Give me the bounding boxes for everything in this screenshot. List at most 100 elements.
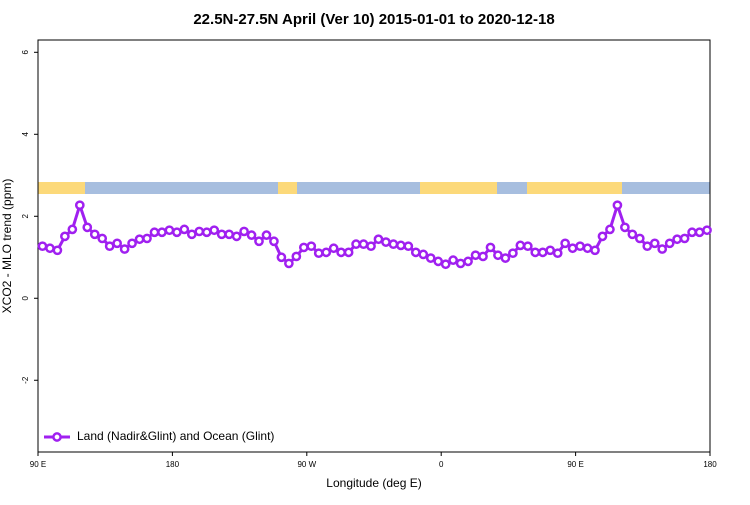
- point: [239, 226, 249, 237]
- point: [463, 256, 473, 267]
- point: [201, 227, 212, 238]
- point: [664, 238, 675, 249]
- point: [381, 237, 391, 247]
- legend-label: Land (Nadir&Glint) and Ocean (Glint): [77, 429, 274, 443]
- point: [67, 224, 78, 235]
- point: [60, 231, 70, 242]
- point: [672, 234, 682, 245]
- point: [284, 258, 294, 269]
- point: [328, 243, 339, 254]
- y-axis-label: XCO2 - MLO trend (ppm): [0, 179, 14, 314]
- point: [679, 233, 690, 244]
- point: [373, 234, 384, 245]
- point: [478, 251, 488, 262]
- y-tick-label: 2: [21, 214, 30, 219]
- point: [455, 258, 466, 269]
- point: [321, 247, 332, 258]
- point: [627, 229, 638, 240]
- point: [269, 236, 279, 247]
- point: [485, 242, 496, 253]
- point: [470, 250, 481, 261]
- point: [515, 240, 526, 251]
- point: [52, 245, 63, 256]
- point: [642, 241, 653, 252]
- land-strip: [420, 182, 497, 194]
- point: [343, 247, 354, 258]
- point: [702, 225, 712, 236]
- point: [157, 227, 167, 238]
- point: [142, 233, 152, 244]
- point: [605, 224, 615, 235]
- point: [313, 248, 324, 259]
- point: [37, 241, 48, 252]
- y-tick-label: 4: [21, 132, 30, 137]
- point: [433, 256, 444, 267]
- point: [582, 243, 593, 254]
- point: [276, 252, 287, 263]
- y-tick-label: 0: [21, 295, 30, 300]
- point: [246, 230, 257, 240]
- point: [112, 238, 122, 249]
- x-tick-label: 0: [439, 460, 444, 469]
- point: [209, 225, 220, 236]
- point: [545, 245, 556, 256]
- point: [687, 227, 697, 238]
- point: [97, 233, 108, 244]
- point: [74, 200, 85, 211]
- point: [82, 222, 93, 233]
- point: [179, 224, 190, 235]
- land-strip: [38, 182, 85, 194]
- point: [104, 241, 115, 252]
- point: [134, 234, 145, 245]
- point: [119, 244, 130, 254]
- y-tick-label: 6: [21, 50, 30, 55]
- point: [620, 222, 630, 233]
- point: [508, 248, 518, 259]
- point: [216, 229, 227, 240]
- point: [522, 241, 533, 252]
- point: [306, 241, 317, 252]
- point: [657, 244, 668, 254]
- point: [336, 247, 346, 258]
- point: [89, 229, 100, 240]
- point: [418, 249, 429, 260]
- point: [575, 241, 585, 252]
- point: [448, 255, 458, 265]
- point: [224, 229, 234, 240]
- point: [493, 250, 503, 261]
- point: [351, 239, 361, 250]
- point: [358, 239, 369, 250]
- point: [612, 200, 623, 211]
- point: [261, 230, 272, 240]
- point: [634, 233, 645, 244]
- x-tick-label: 180: [703, 460, 717, 469]
- land-strip: [278, 182, 297, 194]
- x-tick-label: 90 W: [297, 460, 316, 469]
- point: [254, 236, 264, 247]
- point: [560, 238, 570, 249]
- chart-title: 22.5N-27.5N April (Ver 10) 2015-01-01 to…: [193, 11, 554, 28]
- point: [231, 231, 242, 242]
- x-tick-label: 90 E: [567, 460, 583, 469]
- point: [537, 247, 548, 258]
- land-ocean-strip: [38, 182, 710, 194]
- point: [172, 227, 182, 238]
- point: [567, 243, 578, 254]
- point: [410, 247, 421, 258]
- x-axis-label: Longitude (deg E): [326, 476, 421, 490]
- point: [694, 227, 705, 238]
- point: [186, 229, 197, 240]
- point: [403, 241, 414, 252]
- point: [552, 248, 563, 259]
- legend-marker: [52, 432, 62, 442]
- point: [649, 238, 660, 249]
- point: [127, 238, 137, 249]
- point: [396, 240, 406, 251]
- point: [388, 239, 399, 250]
- point: [45, 243, 55, 254]
- x-tick-label: 180: [166, 460, 180, 469]
- point: [291, 251, 302, 262]
- point: [366, 241, 376, 252]
- point: [149, 227, 160, 238]
